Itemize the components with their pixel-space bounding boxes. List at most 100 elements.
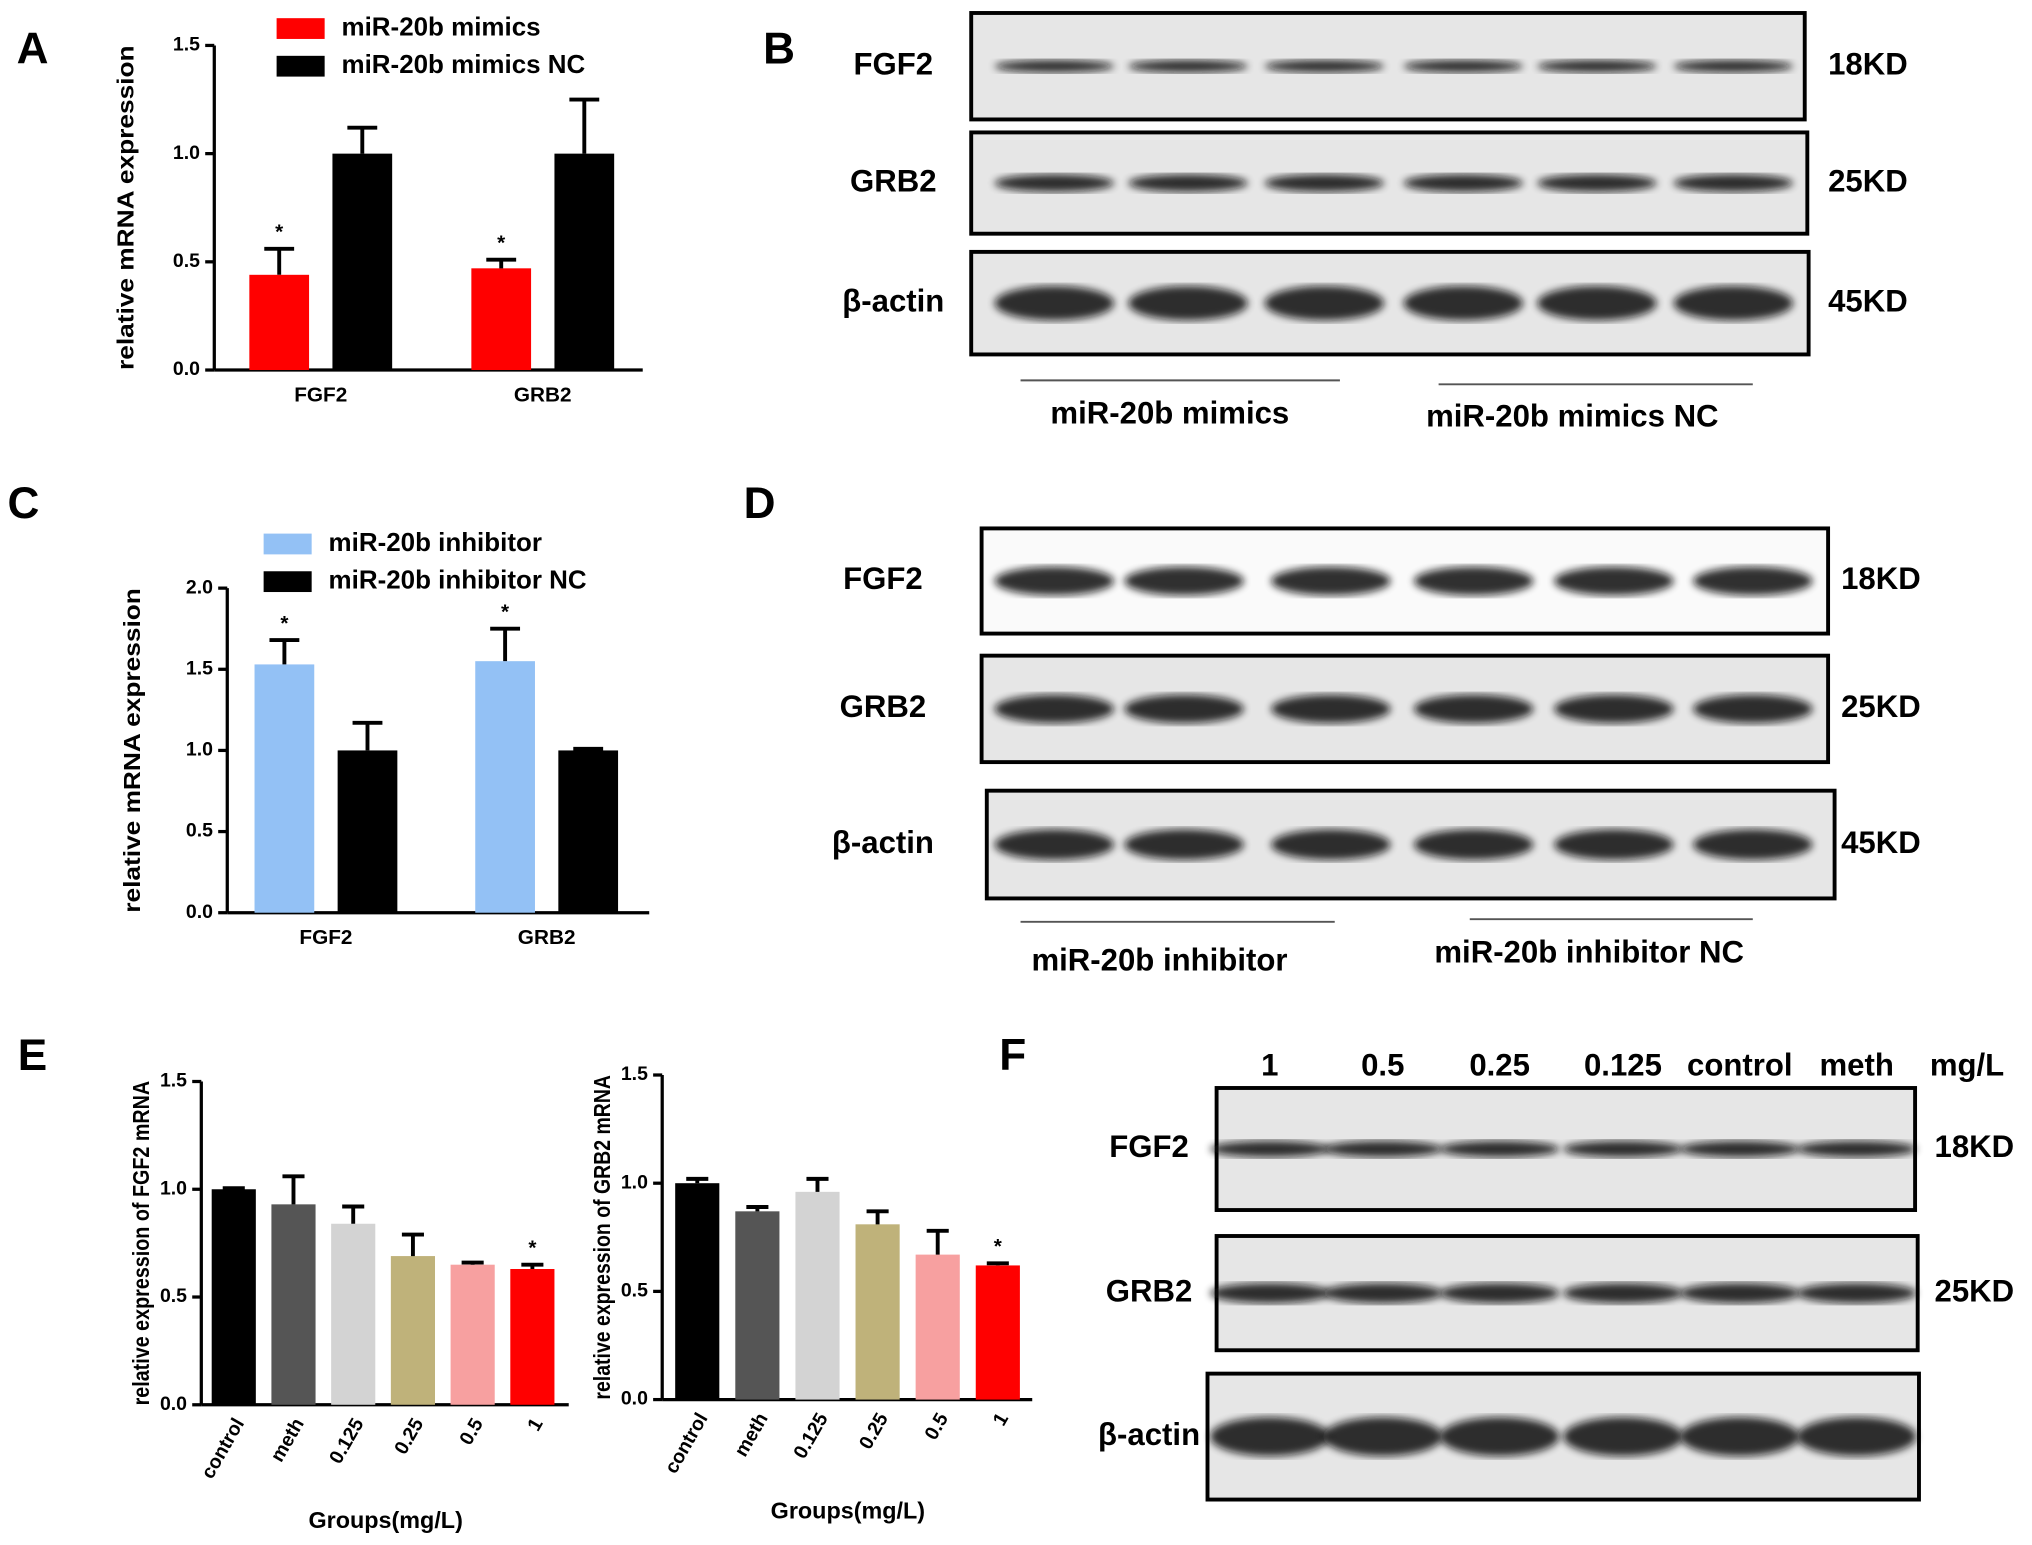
error-bar [521, 1262, 544, 1270]
y-tick-label: 0.0 [160, 1393, 187, 1415]
blot-band [1537, 60, 1657, 73]
x-tick-label: FGF2 [294, 383, 347, 406]
x-tick-label: 0.5 [455, 1414, 488, 1449]
blot-band [1554, 829, 1674, 860]
x-tick-label: 0.5 [920, 1409, 953, 1444]
x-tick-label: FGF2 [299, 926, 352, 949]
error-bar [986, 1261, 1009, 1266]
x-axis-label: Groups(mg/L) [308, 1507, 462, 1533]
y-tick-label: 0.0 [621, 1388, 648, 1410]
legend-label: miR-20b inhibitor NC [329, 565, 587, 595]
blot-band [1271, 694, 1391, 724]
x-tick-label: 0.25 [855, 1409, 893, 1453]
protein-label: FGF2 [1109, 1129, 1189, 1164]
blot-band [994, 694, 1115, 724]
bar [558, 750, 619, 913]
legend-swatch [276, 18, 325, 39]
group-label: miR-20b inhibitor NC [1434, 934, 1744, 969]
significance-mark: * [501, 601, 510, 624]
protein-label: β-actin [832, 825, 934, 860]
y-axis-label: relative mRNA expression [112, 45, 138, 370]
blot-band [1680, 1283, 1800, 1304]
bar [332, 153, 393, 371]
bar [554, 153, 615, 371]
panel-letter: B [763, 25, 795, 74]
x-axis-label: Groups(mg/L) [771, 1498, 925, 1524]
y-tick-label: 2.0 [186, 576, 213, 598]
x-tick-label: 1 [989, 1409, 1014, 1430]
blot-band [1403, 174, 1523, 192]
error-bar [926, 1228, 949, 1255]
blot-band [1680, 1140, 1800, 1158]
blot-band [1413, 694, 1534, 724]
size-label: 18KD [1828, 46, 1908, 81]
blot-band [1210, 1417, 1330, 1457]
bar [475, 661, 535, 913]
y-axis-label: relative expression of GRB2 mRNA [589, 1075, 615, 1400]
error-bar [866, 1209, 889, 1225]
legend-swatch [263, 533, 312, 555]
x-tick-label: 1 [523, 1414, 548, 1435]
panel-letter: C [7, 479, 39, 528]
blot-band [1537, 285, 1657, 321]
lane-label: control [1687, 1047, 1793, 1082]
blot-band [1693, 694, 1813, 724]
panel-letter: E [18, 1031, 47, 1080]
bar [471, 268, 532, 371]
y-tick-label: 1.5 [621, 1063, 648, 1085]
blot-band [1323, 1417, 1443, 1457]
x-tick-label: control [660, 1409, 712, 1477]
y-tick-label: 1.0 [160, 1177, 187, 1199]
blot-band [1439, 1417, 1560, 1457]
blot-band [1796, 1417, 1917, 1457]
bar [735, 1211, 780, 1400]
error-bar [490, 626, 521, 662]
size-label: 45KD [1828, 283, 1908, 318]
bar [331, 1223, 376, 1405]
size-label: 25KD [1828, 163, 1908, 198]
bar [249, 274, 310, 371]
error-bar [746, 1205, 769, 1212]
size-label: 45KD [1841, 825, 1921, 860]
blot-band [994, 566, 1115, 596]
blot-band [1264, 60, 1385, 73]
error-bar [401, 1232, 424, 1257]
blot-membrane [979, 526, 1831, 636]
x-tick-label: 0.125 [789, 1409, 832, 1462]
error-bar [486, 257, 517, 269]
error-bar [269, 638, 300, 665]
error-bar [352, 720, 383, 751]
blot-band [1271, 829, 1391, 860]
blot-band [1693, 566, 1813, 596]
error-bar [222, 1186, 245, 1191]
significance-mark: * [994, 1235, 1003, 1258]
legend-swatch [276, 55, 325, 77]
blot-band [1554, 566, 1674, 596]
group-label: miR-20b inhibitor [1031, 942, 1287, 977]
panel-letter: F [999, 1031, 1026, 1080]
y-axis-label: relative mRNA expression [119, 588, 145, 913]
blot-band [994, 60, 1115, 73]
protein-label: GRB2 [840, 689, 927, 724]
panel-letter: A [17, 25, 49, 74]
y-tick-label: 1.5 [186, 657, 213, 679]
blot-band [1128, 285, 1248, 321]
bar [271, 1204, 316, 1405]
significance-mark: * [275, 221, 284, 244]
y-tick-label: 0.0 [173, 358, 200, 380]
blot-band [1673, 174, 1794, 192]
blot-band [1796, 1283, 1917, 1304]
bar [254, 664, 315, 913]
blot-band [1680, 1417, 1800, 1457]
blot-band [1439, 1140, 1560, 1158]
lane-label: 0.5 [1361, 1047, 1404, 1082]
blot-membrane [969, 249, 1811, 357]
blot-band [1124, 566, 1244, 596]
blot-band [1124, 829, 1244, 860]
blot-band [1796, 1140, 1917, 1158]
protein-label: FGF2 [843, 561, 923, 596]
y-tick-label: 1.5 [173, 34, 200, 56]
error-bar [342, 1204, 365, 1224]
